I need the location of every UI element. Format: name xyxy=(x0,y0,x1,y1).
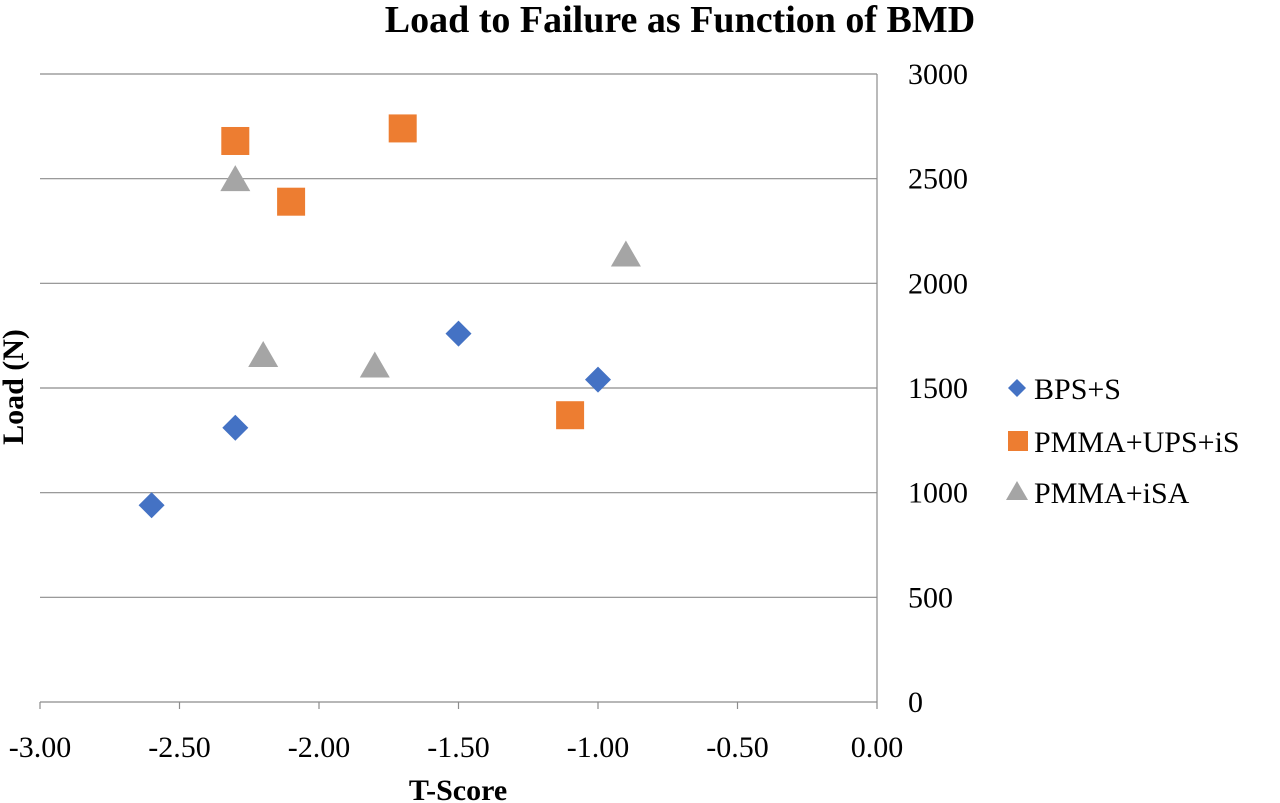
y-tick-label: 500 xyxy=(908,581,953,614)
legend-marker-diamond xyxy=(1008,379,1026,397)
data-point-triangle xyxy=(248,341,279,367)
legend-label: PMMA+iSA xyxy=(1034,477,1190,510)
chart-title: Load to Failure as Function of BMD xyxy=(385,0,975,41)
x-tick-label: -2.50 xyxy=(148,731,211,764)
legend-label: PMMA+UPS+iS xyxy=(1034,426,1240,459)
y-tick-label: 1500 xyxy=(908,372,968,405)
legend: BPS+S PMMA+UPS+iS PMMA+iSA xyxy=(1006,373,1240,510)
legend-marker-triangle xyxy=(1006,481,1028,500)
data-point-diamond xyxy=(138,492,165,519)
data-point-diamond xyxy=(222,414,249,441)
y-axis-title: Load (N) xyxy=(0,329,30,445)
data-point-triangle xyxy=(359,351,390,378)
x-tick-label: -2.00 xyxy=(288,731,351,764)
data-point-diamond xyxy=(445,320,472,347)
data-point-triangle xyxy=(220,165,251,192)
data-point-triangle xyxy=(610,240,641,267)
y-tick-label: 1000 xyxy=(908,477,968,510)
y-tick-label: 2000 xyxy=(908,267,968,300)
data-point-square xyxy=(221,126,250,155)
y-tick-label: 2500 xyxy=(908,163,968,196)
x-tick-label: -0.50 xyxy=(706,731,769,764)
x-tick-label: -1.00 xyxy=(567,731,630,764)
data-point-square xyxy=(556,401,585,430)
data-point-square xyxy=(388,114,417,143)
x-tick-label: -3.00 xyxy=(9,731,72,764)
x-axis-title: T-Score xyxy=(409,774,507,803)
legend-marker-square xyxy=(1008,431,1028,451)
gridlines xyxy=(40,73,877,598)
data-point-diamond xyxy=(585,366,611,393)
y-tick-label: 3000 xyxy=(908,58,968,91)
data-point-square xyxy=(277,187,306,216)
y-tick-label: 0 xyxy=(908,686,923,719)
legend-label: BPS+S xyxy=(1034,373,1121,406)
x-tick-label: 0.00 xyxy=(851,731,904,764)
data-points xyxy=(138,114,641,519)
axes: 0 500 1000 1500 2000 2500 3000 -3.00 -2.50 -2.00 -… xyxy=(9,58,968,764)
x-tick-label: -1.50 xyxy=(427,731,490,764)
